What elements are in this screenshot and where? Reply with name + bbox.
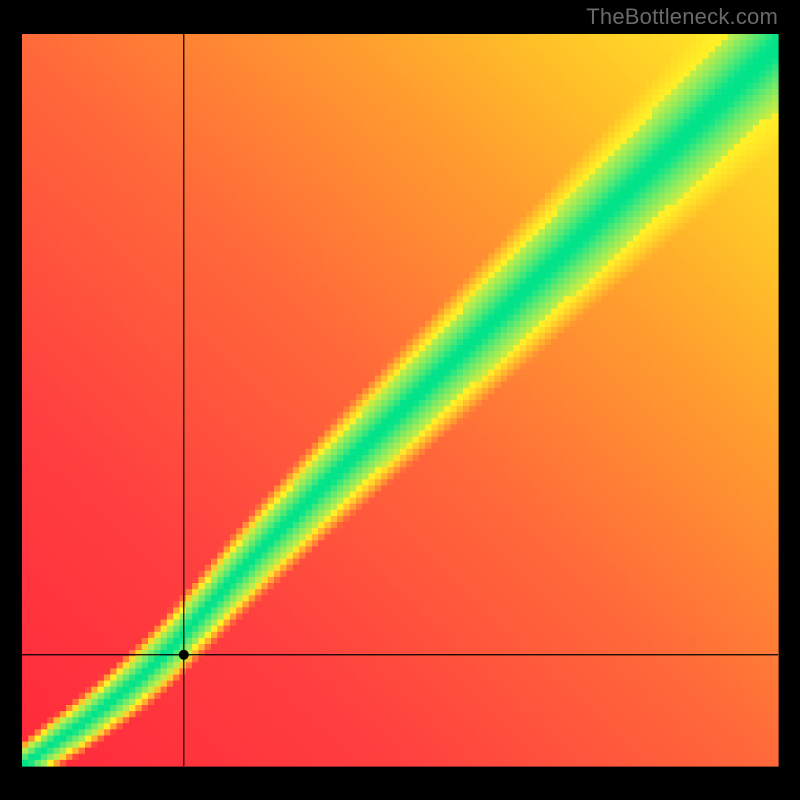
- chart-container: TheBottleneck.com: [0, 0, 800, 800]
- watermark-text: TheBottleneck.com: [586, 4, 778, 30]
- bottleneck-heatmap: [0, 0, 800, 800]
- heatmap-cells: [22, 34, 779, 767]
